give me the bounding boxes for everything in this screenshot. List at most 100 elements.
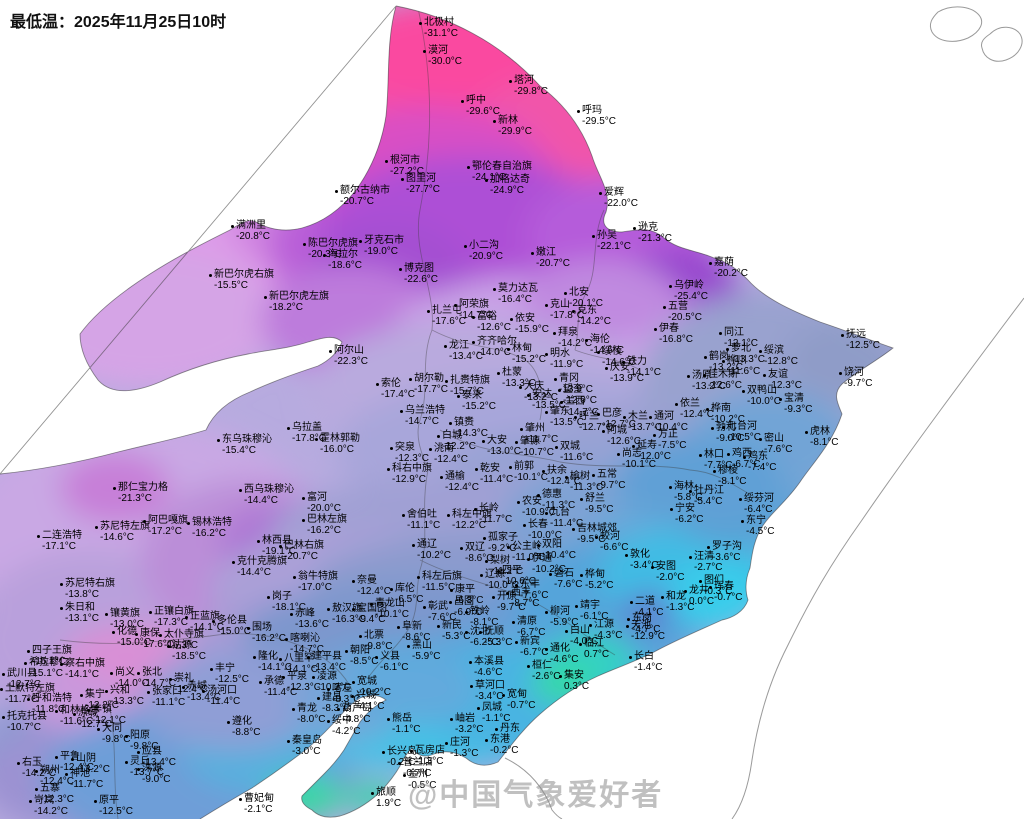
station-temp: -29.8°C [514,85,549,97]
station-temp: 0.7°C [584,648,610,660]
station-name: 土默特左旗 [5,683,55,694]
station-label: 额尔古纳市 -20.7°C [335,185,390,207]
station-temp: -12.5°C [846,339,881,351]
station-label: 阜新 -8.6°C [396,621,430,643]
station-label: 嫩江 -20.7°C [530,247,570,269]
station-name: 扎兰屯 [432,305,462,316]
station-label: 汤河口 -11.4°C [201,685,240,707]
station-name: 萝北 [731,343,751,354]
station-name: 双城 [560,441,580,452]
station-name: 镶黄旗 [110,608,140,619]
station-label: 北票 -9.8°C [358,630,392,652]
station-temp: -2.1°C [244,803,273,815]
station-label: 科左中旗 -12.2°C [447,509,492,531]
station-name: 龙井 [689,585,709,596]
station-temp: -29.6°C [466,105,501,117]
station-temp: -4.1°C [635,606,664,618]
station-temp: -19.1°C [262,545,297,557]
station-temp: -13.3°C [110,695,145,707]
station-label: 和龙 -1.3°C [660,591,694,613]
station-temp: -12.2°C [452,519,487,531]
station-name: 拜泉 [558,327,578,338]
station-name: 遵化 [232,716,252,727]
station-name: 呼中 [466,95,486,106]
station-temp: -14.7°C [459,309,494,321]
station-name: 扎赉特旗 [450,375,490,386]
station-name: 熊岳 [392,713,412,724]
station-temp: -9.7°C [597,479,626,491]
station-temp: -16.8°C [659,333,694,345]
station-label: 孤家子 -9.2°C [483,532,518,554]
station-temp: -11.6°C [727,365,761,377]
station-temp: -5.3°C [442,630,471,642]
station-name: 东宁 [746,515,766,526]
station-name: 宽城 [357,676,377,687]
island-outline-1 [929,6,983,42]
station-label: 平泉 -12.3°C [281,671,321,693]
station-temp: -13.1°C [65,612,100,624]
station-label: 萝北 -13.3°C [725,343,765,365]
station-name: 绥滨 [764,345,784,356]
station-temp: -3.2°C [455,723,484,735]
station-temp: -4.2°C [332,725,361,737]
station-label: 延寿 -12.0°C [631,440,672,462]
station-label: 绥中 -4.2°C [326,715,361,737]
station-name: 鸡西 [732,448,752,459]
station-temp: -14.4°C [237,566,272,578]
station-label: 白山 -4.0°C [564,625,598,647]
station-label: 公主岭 -11.0°C [506,541,545,563]
station-label: 洮南 -12.4°C [428,443,468,465]
station-name: 康保 [140,628,160,639]
station-label: 新宾 -6.7°C [514,636,548,658]
station-temp: -13.4°C [142,756,177,768]
station-name: 牡丹江 [694,485,724,496]
station-label: 孙吴 -22.1°C [591,230,631,252]
station-label: 应县 -13.4°C [136,746,177,768]
station-label: 七台河 -10.5°C [721,421,761,443]
station-temp: -6.7°C [732,458,761,470]
station-name: 根河市 [390,155,420,166]
station-temp: -10.0°C [485,579,520,591]
station-temp: -21.3°C [118,492,153,504]
station-name: 索伦 [381,378,401,389]
station-temp: -18.6°C [328,259,363,271]
station-temp: -12.4°C [445,481,480,493]
station-name: 海伦 [590,334,610,345]
station-temp: -10.7°C [7,721,42,733]
station-temp: -0.7°C [507,699,536,711]
station-temp: -22.3°C [334,355,369,367]
station-name: 榆树 [570,471,590,482]
station-label: 岫岩 -3.2°C [449,713,484,735]
station-label: 肇东 -13.5°C [544,406,584,428]
station-temp: -12.3°C [395,452,430,464]
station-name: 托克托县 [7,711,47,722]
station-name: 柳河 [550,606,570,617]
station-temp: -16.2°C [252,632,287,644]
station-name: 凉城 [78,708,98,719]
station-label: 牙克石市 -19.0°C [359,235,404,257]
station-name: 德惠 [542,489,562,500]
station-label: 桦川 -11.6°C [721,355,761,377]
station-label: 义县 -6.1°C [374,651,408,673]
station-temp: -11.6°C [560,451,594,463]
station-temp: -0.2°C [490,744,519,756]
station-temp: -11.7°C [70,778,104,790]
station-label: 丰宁 -12.5°C [209,663,249,685]
station-label: 岗子 -18.1°C [266,591,306,613]
station-label: 东宁 -4.5°C [740,515,774,537]
station-label: 土默特左旗 -11.7°C [0,683,55,705]
station-temp: -15.9°C [515,323,550,335]
station-label: 神池 -11.7°C [64,768,104,790]
station-label: 鸡西 -6.7°C [726,448,761,470]
station-label: 鄂伦春自治旗 -24.1°C [467,161,532,183]
station-temp: -12.0°C [637,450,672,462]
station-name: 宝国图 [357,603,387,614]
station-temp: -7.6°C [428,611,457,623]
station-temp: -11.2°C [490,565,524,577]
station-temp: -25.4°C [674,290,709,302]
station-label: 秦皇岛 -3.0°C [287,735,322,757]
station-temp: -15.7°C [450,385,485,397]
station-temp: -1.4°C [634,661,663,673]
